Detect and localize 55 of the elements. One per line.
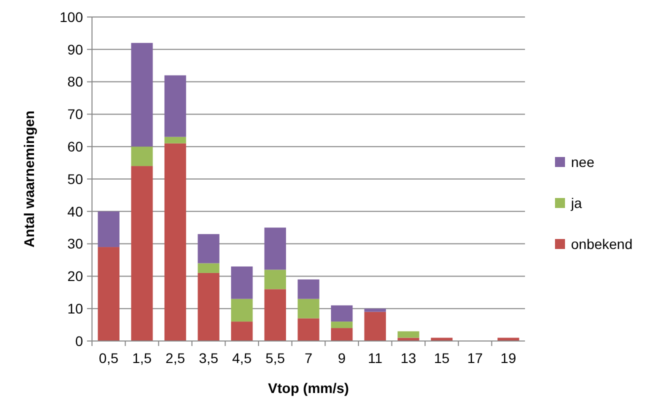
y-tick-label: 30 xyxy=(67,236,84,252)
y-tick-label: 10 xyxy=(67,300,84,316)
bar xyxy=(131,166,153,341)
bar xyxy=(164,136,186,144)
x-tick-label: 15 xyxy=(434,350,450,366)
x-axis-title: Vtop (mm/s) xyxy=(268,380,349,396)
x-tick-label: 2,5 xyxy=(166,350,186,366)
bar xyxy=(98,211,120,248)
bar xyxy=(164,143,186,341)
bar xyxy=(364,312,386,341)
x-tick-label: 1,5 xyxy=(132,350,152,366)
bar xyxy=(198,263,220,273)
x-tick-label: 4,5 xyxy=(232,350,252,366)
x-tick-label: 3,5 xyxy=(198,350,219,366)
bar xyxy=(198,234,220,264)
x-tick-label: 13 xyxy=(400,350,416,366)
bar xyxy=(131,42,153,147)
bar xyxy=(330,305,353,322)
bar xyxy=(298,279,320,299)
bar xyxy=(98,247,120,341)
x-tick-label: 5,5 xyxy=(265,350,286,366)
bar xyxy=(231,298,253,322)
bar xyxy=(264,289,286,341)
bar xyxy=(264,228,286,270)
x-tick-label: 9 xyxy=(338,350,346,366)
bar xyxy=(330,322,353,328)
y-axis-title: Antal waarnemingen xyxy=(21,110,37,248)
bar xyxy=(131,146,153,166)
bar xyxy=(264,270,286,290)
y-tick-label: 20 xyxy=(67,268,84,284)
y-tick-label: 90 xyxy=(67,41,84,58)
bar xyxy=(231,266,253,299)
y-tick-label: 70 xyxy=(67,106,84,122)
y-tick-label: 100 xyxy=(60,8,84,25)
bar xyxy=(298,298,320,318)
y-tick-label: 40 xyxy=(67,203,84,220)
y-tick-label: 0 xyxy=(75,332,84,349)
x-tick-label: 17 xyxy=(467,350,484,366)
y-tick-label: 80 xyxy=(67,74,84,90)
x-tick-label: 19 xyxy=(500,350,516,366)
bar xyxy=(231,322,253,341)
bar xyxy=(330,328,353,341)
bar xyxy=(364,308,386,312)
y-tick-label: 60 xyxy=(67,138,84,154)
x-tick-label: 11 xyxy=(368,350,383,366)
legend-label: onbekend xyxy=(571,236,633,252)
x-tick-label: 7 xyxy=(304,350,313,366)
bar xyxy=(298,318,320,341)
legend-label: nee xyxy=(571,154,595,170)
x-tick-label: 0,5 xyxy=(98,350,119,366)
bar xyxy=(198,272,220,341)
y-tick-label: 50 xyxy=(67,170,84,187)
bar xyxy=(398,331,420,338)
bar xyxy=(164,75,186,137)
legend-label: ja xyxy=(570,194,582,211)
